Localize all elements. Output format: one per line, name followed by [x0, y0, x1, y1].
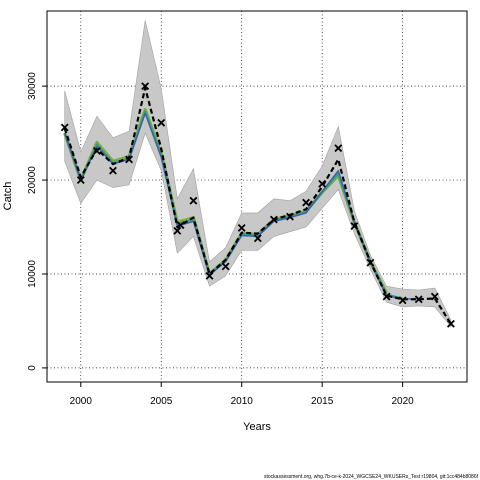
obs-marker: [76, 176, 85, 184]
obs-marker: [141, 82, 150, 91]
obs-marker: [398, 296, 407, 305]
plot-frame: [46, 10, 468, 383]
obs-marker: [302, 198, 311, 207]
obs-marker: [269, 215, 278, 224]
obs-marker: [382, 292, 391, 301]
obs-marker: [286, 212, 294, 221]
obs-marker: [366, 258, 375, 267]
obs-marker: [221, 262, 230, 271]
obs-marker: [189, 196, 198, 205]
obs-marker: [446, 319, 455, 328]
y-tick-label: 0: [27, 365, 38, 371]
obs-marker: [205, 271, 214, 280]
y-tick-label: 20000: [27, 166, 38, 194]
obs-marker: [92, 147, 101, 155]
x-tick-label: 2010: [231, 396, 254, 407]
obs-marker: [414, 295, 423, 304]
band-area: [64, 20, 452, 328]
confidence-band: [64, 20, 452, 328]
observation-markers: [60, 82, 455, 328]
grid: [47, 11, 467, 382]
x-tick-label: 2000: [70, 396, 93, 407]
x-axis-title: Years: [243, 421, 271, 433]
obs-marker: [157, 118, 166, 127]
obs-marker: [253, 234, 262, 243]
obs-marker: [318, 179, 327, 188]
obs-marker: [430, 292, 439, 301]
x-tick-label: 2005: [150, 396, 173, 407]
series-line-blue: [64, 112, 419, 300]
obs-marker: [109, 166, 117, 175]
obs-marker: [350, 222, 359, 231]
obs-marker: [60, 123, 69, 132]
obs-marker: [334, 144, 343, 153]
obs-marker: [237, 224, 246, 232]
footer-note: stockassessment.org, whg.7b-ce-k-2024_WG…: [264, 474, 479, 480]
obs-marker: [176, 221, 185, 230]
y-tick-label: 10000: [27, 260, 38, 288]
series-line-estimate: [63, 86, 452, 325]
obs-marker: [173, 226, 182, 235]
obs-marker: [125, 155, 134, 164]
y-tick-label: 30000: [27, 72, 38, 100]
y-axis-title: Catch: [2, 182, 14, 211]
x-tick-label: 2020: [392, 396, 415, 407]
axes: 2000 2005 2010 2015 2020 0 10000 20000 30000: [27, 72, 414, 407]
series-lines: [63, 86, 452, 325]
x-tick-label: 2015: [311, 396, 334, 407]
